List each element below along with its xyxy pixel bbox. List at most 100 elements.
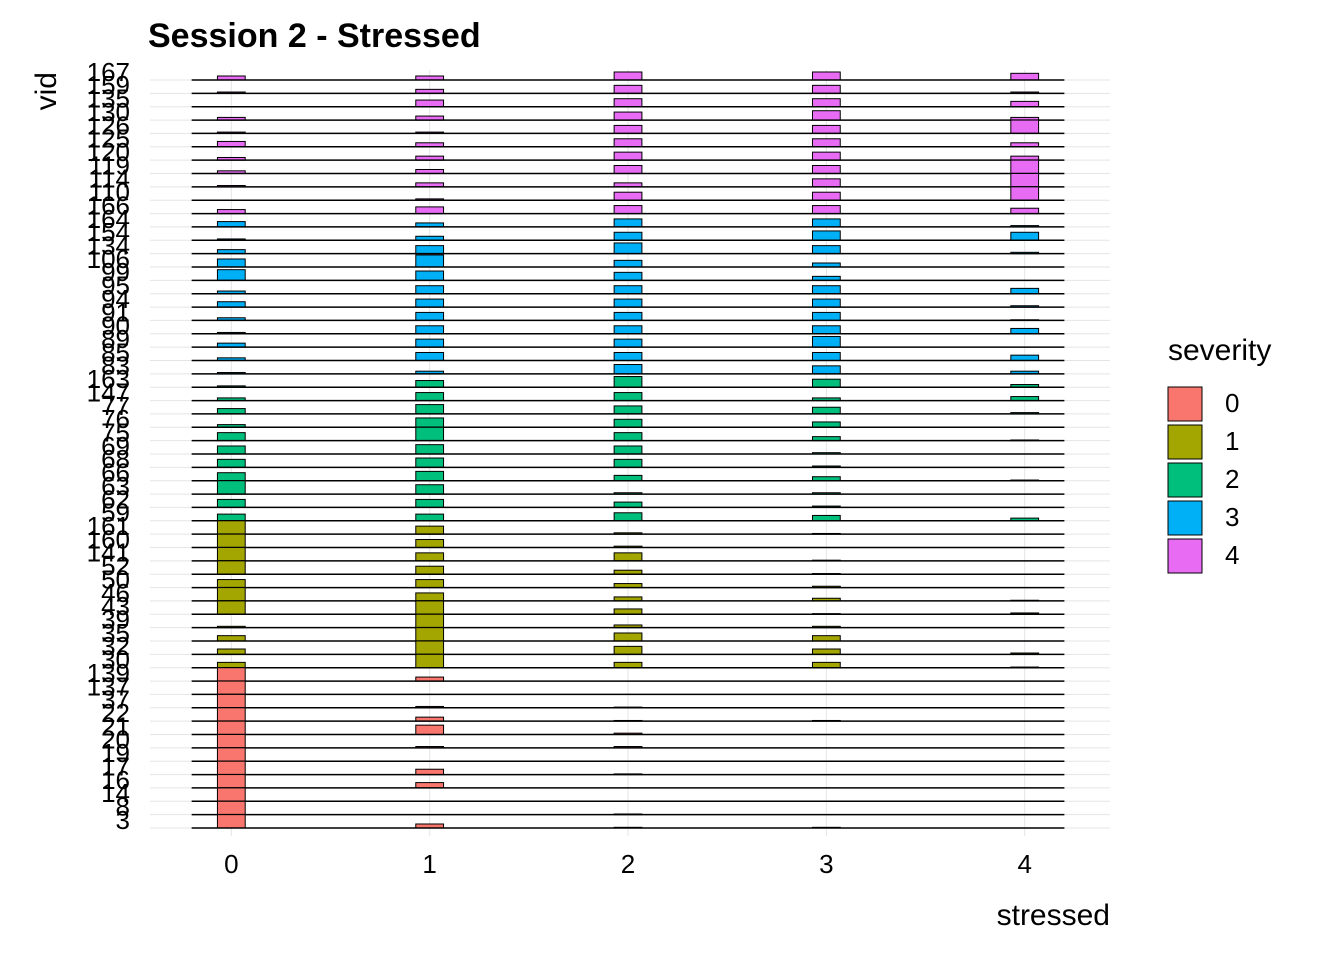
- bar: [811, 245, 841, 255]
- bar: [613, 242, 643, 255]
- bar: [216, 787, 246, 802]
- bar: [216, 140, 246, 148]
- bar: [613, 138, 643, 148]
- bar: [811, 378, 841, 388]
- y-tick-label: 125: [87, 124, 130, 154]
- y-tick-label: 89: [101, 324, 130, 354]
- bar: [1010, 186, 1040, 201]
- bar: [415, 311, 445, 321]
- y-tick-label: 39: [101, 605, 130, 635]
- bar: [811, 421, 841, 428]
- bar: [811, 178, 841, 188]
- bar: [811, 205, 841, 215]
- bar: [415, 782, 445, 789]
- bar: [415, 579, 445, 589]
- bar: [1010, 287, 1040, 295]
- bar: [216, 579, 246, 589]
- y-tick-label: 35: [101, 618, 130, 648]
- y-tick-label: 30: [101, 645, 130, 675]
- y-tick-label: 91: [101, 297, 130, 327]
- legend-label: 1: [1225, 426, 1239, 456]
- y-tick-label: 95: [101, 271, 130, 301]
- y-tick-label: 114: [89, 164, 130, 194]
- bar: [216, 720, 246, 736]
- y-tick-label: 119: [89, 150, 130, 180]
- y-tick-label: 154: [87, 217, 130, 247]
- bar: [415, 592, 445, 602]
- y-tick-label: 43: [101, 591, 130, 621]
- y-tick-label: 110: [89, 177, 130, 207]
- bar: [216, 661, 246, 669]
- bar: [613, 418, 643, 428]
- legend-label: 2: [1225, 464, 1239, 494]
- bar: [811, 406, 841, 415]
- y-tick-label: 50: [101, 564, 130, 594]
- y-tick-label: 126: [87, 110, 130, 140]
- bar: [613, 285, 643, 295]
- y-tick-label: 106: [87, 244, 130, 274]
- bar: [613, 124, 643, 134]
- y-tick-label: 69: [101, 431, 130, 461]
- bar: [216, 648, 246, 655]
- bar: [811, 218, 841, 228]
- bar: [415, 245, 445, 255]
- bar: [1010, 207, 1040, 215]
- bar: [216, 774, 246, 789]
- bar: [613, 552, 643, 562]
- bar: [216, 635, 246, 642]
- bar: [216, 221, 246, 228]
- bar: [415, 600, 445, 615]
- y-tick-label: 94: [101, 284, 130, 314]
- bar: [216, 760, 246, 776]
- bar: [811, 230, 841, 241]
- bar: [216, 498, 246, 508]
- bar: [613, 218, 643, 228]
- bar: [415, 538, 445, 549]
- bar: [613, 311, 643, 321]
- bar: [613, 661, 643, 669]
- y-tick-label: 8: [116, 792, 130, 822]
- bar: [613, 231, 643, 241]
- bar: [216, 520, 246, 535]
- legend-key: [1167, 538, 1203, 574]
- y-tick-label: 83: [101, 351, 130, 381]
- bar: [811, 191, 841, 201]
- y-tick-label: 17: [101, 751, 130, 781]
- bar: [216, 693, 246, 709]
- bar: [811, 648, 841, 655]
- bar: [415, 338, 445, 348]
- y-tick-label: 32: [101, 631, 130, 661]
- bar: [811, 661, 841, 669]
- legend-key: [1167, 462, 1203, 498]
- bar: [415, 285, 445, 295]
- bar: [415, 457, 445, 468]
- bar: [216, 547, 246, 562]
- bar: [415, 653, 445, 669]
- y-tick-label: 139: [87, 658, 130, 688]
- bar: [415, 99, 445, 108]
- y-tick-label: 76: [101, 404, 130, 434]
- bar: [613, 205, 643, 215]
- y-tick-label: 77: [101, 391, 130, 421]
- bar: [613, 325, 643, 335]
- bar: [415, 513, 445, 522]
- bar: [415, 325, 445, 335]
- bar: [216, 480, 246, 495]
- bar: [216, 814, 246, 829]
- bar: [415, 768, 445, 776]
- bar: [811, 335, 841, 348]
- y-tick-label: 68: [101, 444, 130, 474]
- y-tick-label: 167: [87, 57, 130, 87]
- bar: [613, 632, 643, 642]
- y-tick-label: 164: [87, 204, 130, 234]
- bar: [811, 365, 841, 375]
- bar: [216, 445, 246, 455]
- bar: [613, 432, 643, 442]
- bar: [216, 533, 246, 549]
- x-axis-label: stressed: [997, 899, 1110, 932]
- bar: [613, 338, 643, 348]
- bar: [415, 525, 445, 535]
- bar: [1010, 100, 1040, 108]
- bar: [811, 635, 841, 642]
- bar: [613, 501, 643, 508]
